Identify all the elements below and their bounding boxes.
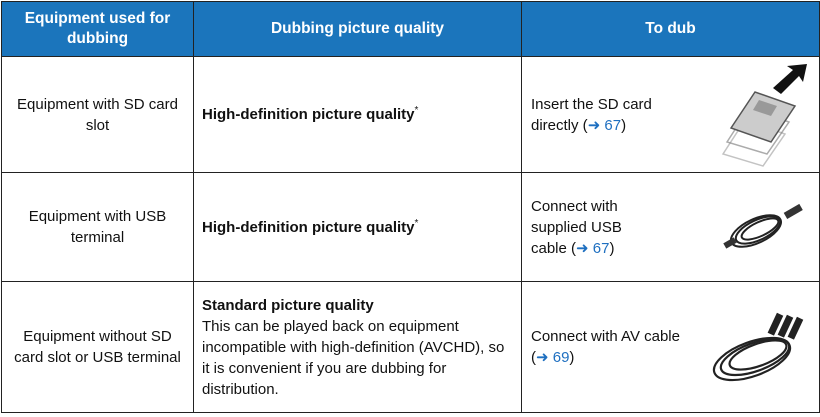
footnote-mark: * bbox=[414, 217, 419, 229]
row: Equipment without SD card slot or USB te… bbox=[1, 281, 820, 413]
header-cell: Dubbing picture quality bbox=[193, 1, 522, 57]
dub-content: Connect with AV cable (➜ 69) bbox=[523, 307, 818, 387]
page-ref[interactable]: ➜ 69 bbox=[536, 349, 570, 366]
dub-content: Insert the SD card directly (➜ 67) bbox=[523, 62, 818, 167]
action-end: ) bbox=[621, 116, 627, 134]
action: Insert the SD card directly ( bbox=[531, 95, 652, 134]
action: Connect with AV cable ( bbox=[531, 328, 680, 366]
equipment-cell: Equipment with USB terminal bbox=[1, 172, 194, 282]
dub-text: Connect with AV cable (➜ 69) bbox=[531, 326, 701, 368]
equipment-cell: Equipment without SD card slot or USB te… bbox=[1, 281, 194, 413]
quality: High-definition picture quality bbox=[202, 106, 415, 123]
quality-note: This can be played back on equipment inc… bbox=[202, 317, 505, 398]
row: Equipment with SD card slot High-definit… bbox=[1, 56, 820, 173]
header-cell: To dub bbox=[521, 1, 820, 57]
quality-cell: Standard picture quality This can be play… bbox=[193, 281, 522, 413]
dub-content: Connect with supplied USB cable (➜ 67) bbox=[523, 196, 818, 259]
dub-cell: Connect with AV cable (➜ 69) bbox=[521, 281, 820, 413]
dub-cell: Connect with supplied USB cable (➜ 67) bbox=[521, 172, 820, 282]
page-ref[interactable]: ➜ 67 bbox=[587, 116, 622, 134]
sd-card-icon bbox=[721, 64, 807, 167]
quality-cell: High-definition picture quality* bbox=[193, 172, 522, 282]
usb-cable-icon bbox=[723, 203, 803, 249]
quality: High-definition picture quality bbox=[202, 218, 415, 236]
equipment-cell: Equipment with SD card slot bbox=[1, 56, 194, 173]
av-cable-icon bbox=[712, 312, 804, 382]
row: Equipment with USB terminal High-definit… bbox=[1, 172, 820, 282]
dub-text: Connect with supplied USB cable (➜ 67) bbox=[531, 196, 661, 259]
action-end: ) bbox=[569, 349, 575, 366]
dub-text: Insert the SD card directly (➜ 67) bbox=[531, 94, 701, 136]
footnote-mark: * bbox=[414, 105, 419, 116]
action-end: ) bbox=[609, 239, 615, 257]
dub-cell: Insert the SD card directly (➜ 67) bbox=[521, 56, 820, 173]
quality-cell: High-definition picture quality* bbox=[193, 56, 522, 173]
action: Connect with supplied USB cable ( bbox=[531, 197, 622, 257]
header-cell: Equipment used for dubbing bbox=[1, 1, 194, 57]
page-ref[interactable]: ➜ 67 bbox=[576, 239, 610, 257]
header-row: Equipment used for dubbing Dubbing pictu… bbox=[1, 1, 820, 57]
quality: Standard picture quality bbox=[202, 296, 374, 314]
